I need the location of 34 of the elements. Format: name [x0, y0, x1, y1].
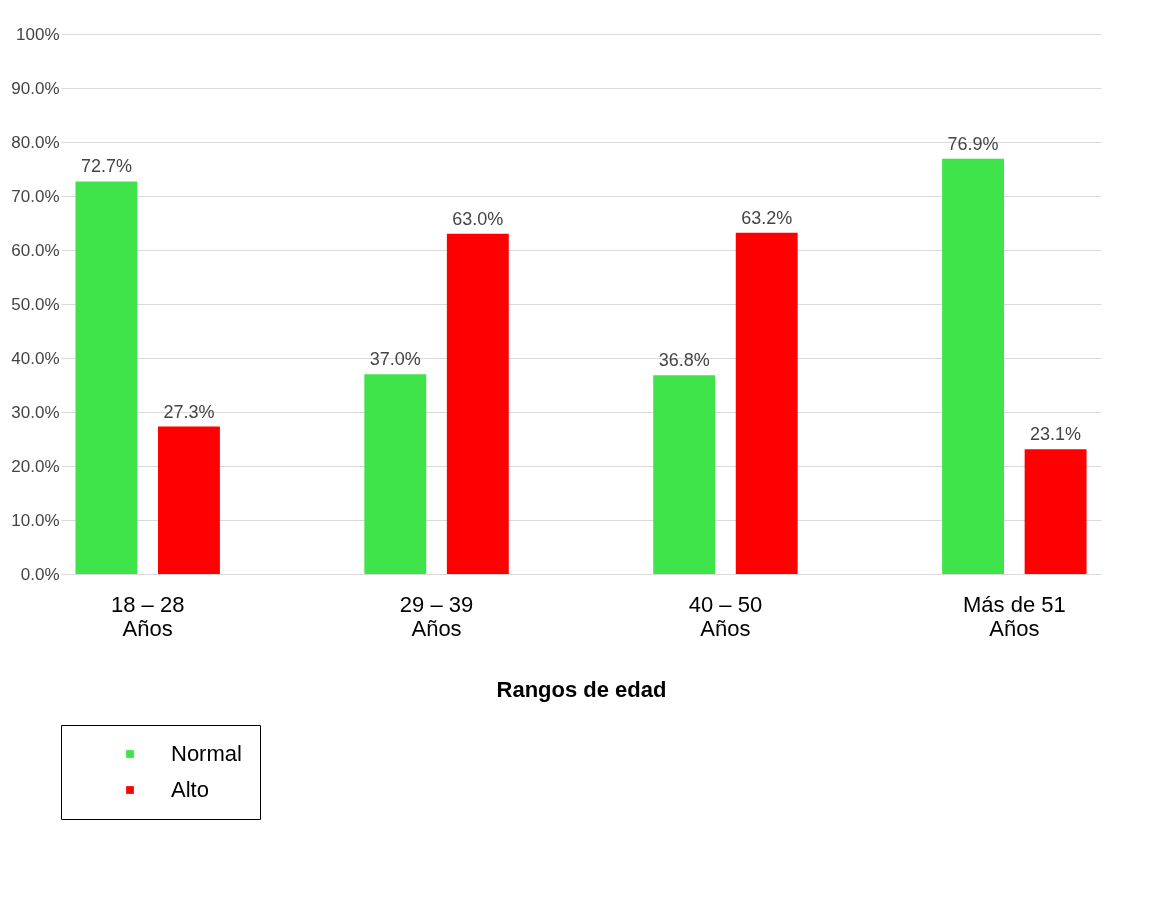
y-tick-label: 10.0%: [11, 510, 60, 530]
data-label: 63.0%: [452, 208, 504, 229]
bar: [1024, 449, 1087, 574]
y-tick-label: 100%: [16, 24, 60, 44]
y-tick-label: 80.0%: [11, 132, 60, 152]
y-tick-label: 90.0%: [11, 78, 60, 98]
y-tick-label: 40.0%: [11, 348, 60, 368]
data-label: 63.2%: [741, 207, 793, 228]
x-tick-label: 40 – 50 Años: [688, 591, 763, 641]
y-tick-label: 50.0%: [11, 294, 60, 314]
data-label: 36.8%: [658, 350, 710, 371]
bar: [157, 426, 220, 574]
data-label: 76.9%: [947, 133, 999, 154]
x-tick-label: 18 – 28 Años: [110, 591, 185, 641]
y-tick-label: 70.0%: [11, 186, 60, 206]
bar: [364, 374, 427, 574]
x-tick-label: Más de 51 Años: [962, 591, 1066, 641]
data-label: 72.7%: [80, 156, 132, 177]
bar: [653, 375, 716, 574]
data-label: 37.0%: [369, 349, 421, 370]
y-tick-label: 60.0%: [11, 240, 60, 260]
y-tick-label: 30.0%: [11, 402, 60, 422]
bar: [446, 233, 509, 574]
x-axis-title: Rangos de edad: [496, 676, 667, 702]
x-tick-label: 29 – 39 Años: [399, 591, 474, 641]
bar: [75, 181, 138, 574]
data-label: 23.1%: [1030, 424, 1082, 445]
y-tick-label: 0.0%: [20, 564, 60, 584]
bar: [735, 232, 798, 574]
bar: [942, 158, 1005, 574]
legend-label: Normal: [171, 741, 242, 766]
y-tick-label: 20.0%: [11, 456, 60, 476]
legend-label: Alto: [171, 777, 209, 802]
data-label: 27.3%: [163, 401, 215, 422]
